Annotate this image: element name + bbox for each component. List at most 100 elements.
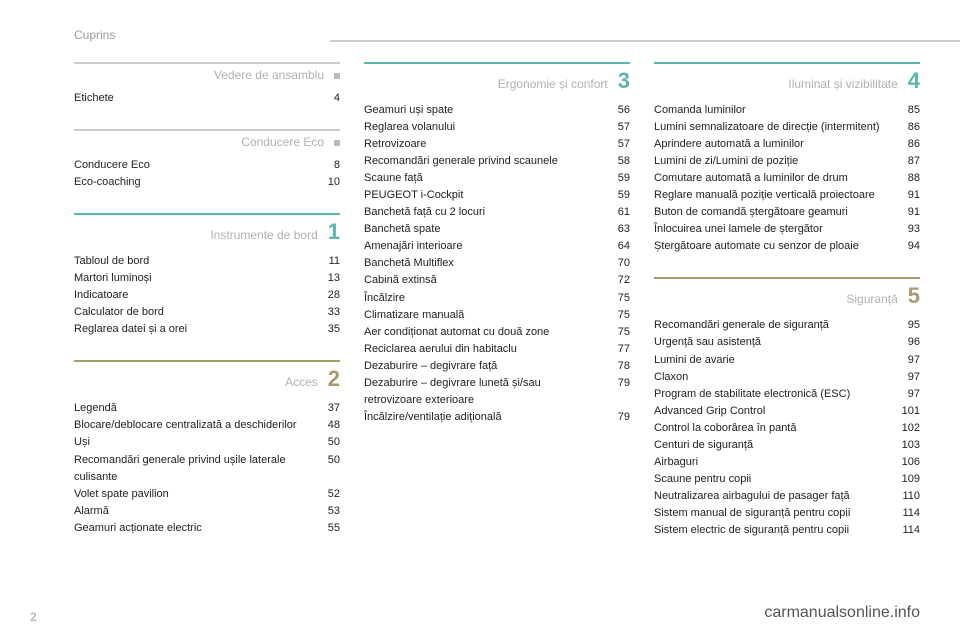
toc-entry: Geamuri uși spate56: [364, 102, 630, 119]
toc-entry-page: 48: [312, 417, 340, 434]
section-rule: [364, 62, 630, 64]
toc-entry-label: Alarmă: [74, 503, 312, 520]
toc-column: Vedere de ansamblu Etichete4 Conducere Eco…: [74, 62, 340, 561]
toc-entry: Neutralizarea airbagului de pasager față…: [654, 488, 920, 505]
toc-entry-label: Neutralizarea airbagului de pasager față: [654, 488, 892, 505]
toc-entry: Sistem electric de siguranță pentru copi…: [654, 522, 920, 539]
toc-entry-label: Control la coborârea în pantă: [654, 420, 892, 437]
toc-entry-page: 93: [892, 221, 920, 238]
toc-entry-page: 57: [602, 136, 630, 153]
toc-entry: Banchetă față cu 2 locuri61: [364, 204, 630, 221]
section-entries: Recomandări generale de siguranță95Urgen…: [654, 317, 920, 539]
page-header-title: Cuprins: [74, 28, 115, 42]
section-entries: Conducere Eco8Eco-coaching10: [74, 157, 340, 191]
toc-entry-label: Comutare automată a luminilor de drum: [654, 170, 892, 187]
section-rule: [74, 360, 340, 362]
toc-entry: Legendă37: [74, 400, 340, 417]
toc-entry-page: 91: [892, 187, 920, 204]
toc-entry: Indicatoare28: [74, 287, 340, 304]
toc-entry-page: 77: [602, 341, 630, 358]
toc-entry: Încălzire75: [364, 290, 630, 307]
toc-entry-label: Ștergătoare automate cu senzor de ploaie: [654, 238, 892, 255]
toc-column: Ergonomie și confort3 Geamuri uși spate56…: [364, 62, 630, 561]
toc-entry: Lumini de avarie97: [654, 352, 920, 369]
section-number: 2: [328, 366, 340, 392]
toc-entry: Dezaburire – degivrare față78: [364, 358, 630, 375]
toc-entry-page: 55: [312, 520, 340, 537]
toc-entry-page: 97: [892, 386, 920, 403]
toc-entry-page: 91: [892, 204, 920, 221]
toc-entry-label: Geamuri uși spate: [364, 102, 602, 119]
toc-entry: Reglarea volanului57: [364, 119, 630, 136]
toc-entry: Cabină extinsă72: [364, 272, 630, 289]
toc-entry-label: Claxon: [654, 369, 892, 386]
toc-entry: Tabloul de bord11: [74, 253, 340, 270]
section-rule: [654, 62, 920, 64]
toc-entry-label: Geamuri acționate electric: [74, 520, 312, 537]
toc-entry: Retrovizoare57: [364, 136, 630, 153]
toc-entry: Reglarea datei și a orei35: [74, 321, 340, 338]
toc-entry-page: 75: [602, 307, 630, 324]
toc-section: Vedere de ansamblu Etichete4: [74, 62, 340, 107]
toc-section: Siguranță5Recomandări generale de sigura…: [654, 277, 920, 539]
toc-entry-label: Scaune față: [364, 170, 602, 187]
section-entries: Etichete4: [74, 90, 340, 107]
section-rule: [74, 129, 340, 131]
toc-entry: Airbaguri106: [654, 454, 920, 471]
section-header: Ergonomie și confort3: [364, 68, 630, 94]
toc-entry: Urgență sau asistență96: [654, 334, 920, 351]
toc-entry: Blocare/deblocare centralizată a deschid…: [74, 417, 340, 434]
section-title: Iluminat și vizibilitate: [788, 77, 897, 91]
toc-entry-page: 79: [602, 409, 630, 426]
toc-entry: Climatizare manuală75: [364, 307, 630, 324]
toc-section: Iluminat și vizibilitate4Comanda luminil…: [654, 62, 920, 255]
toc-entry: Advanced Grip Control101: [654, 403, 920, 420]
toc-section: Ergonomie și confort3 Geamuri uși spate56…: [364, 62, 630, 426]
toc-entry-page: 52: [312, 486, 340, 503]
toc-entry-label: Lumini de zi/Lumini de poziție: [654, 153, 892, 170]
toc-entry-page: 75: [602, 324, 630, 341]
toc-entry: Ștergătoare automate cu senzor de ploaie…: [654, 238, 920, 255]
section-title: Acces: [285, 375, 318, 389]
toc-entry: Scaune pentru copii109: [654, 471, 920, 488]
toc-entry-label: Dezaburire – degivrare lunetă și/sau ret…: [364, 375, 602, 409]
toc-entry-label: Uși: [74, 434, 312, 451]
toc-entry: Alarmă53: [74, 503, 340, 520]
toc-entry-label: Sistem manual de siguranță pentru copii: [654, 505, 892, 522]
section-title: Vedere de ansamblu: [214, 68, 324, 82]
toc-entry-page: 109: [892, 471, 920, 488]
section-title: Siguranță: [846, 292, 897, 306]
section-number: 1: [328, 219, 340, 245]
toc-entry: Dezaburire – degivrare lunetă și/sau ret…: [364, 375, 630, 409]
watermark: carmanualsonline.info: [764, 604, 920, 622]
toc-entry-label: Climatizare manuală: [364, 307, 602, 324]
toc-entry: Claxon97: [654, 369, 920, 386]
toc-entry-page: 106: [892, 454, 920, 471]
toc-entry-page: 58: [602, 153, 630, 170]
toc-entry-label: Eco-coaching: [74, 174, 312, 191]
section-number: 3: [618, 68, 630, 94]
toc-column: Iluminat și vizibilitate4Comanda luminil…: [654, 62, 920, 561]
section-dot-icon: [334, 140, 340, 146]
toc-entry-page: 101: [892, 403, 920, 420]
toc-section: Instrumente de bord1Tabloul de bord11Mar…: [74, 213, 340, 338]
toc-entry-page: 57: [602, 119, 630, 136]
toc-entry-label: Recomandări generale privind scaunele: [364, 153, 602, 170]
toc-entry: Lumini de zi/Lumini de poziție87: [654, 153, 920, 170]
section-header: Iluminat și vizibilitate4: [654, 68, 920, 94]
toc-entry-label: Aprindere automată a luminilor: [654, 136, 892, 153]
toc-entry-label: Legendă: [74, 400, 312, 417]
toc-entry-page: 114: [892, 505, 920, 522]
toc-entry-page: 95: [892, 317, 920, 334]
toc-entry-page: 102: [892, 420, 920, 437]
section-rule: [74, 213, 340, 215]
toc-entry-page: 85: [892, 102, 920, 119]
toc-entry-label: Banchetă față cu 2 locuri: [364, 204, 602, 221]
toc-entry-page: 53: [312, 503, 340, 520]
toc-entry-label: Lumini semnalizatoare de direcție (inter…: [654, 119, 892, 136]
toc-entry-page: 37: [312, 400, 340, 417]
toc-entry-page: 110: [892, 488, 920, 505]
toc-entry-page: 75: [602, 290, 630, 307]
toc-entry: Recomandări generale privind scaunele58: [364, 153, 630, 170]
toc-entry: Comutare automată a luminilor de drum88: [654, 170, 920, 187]
